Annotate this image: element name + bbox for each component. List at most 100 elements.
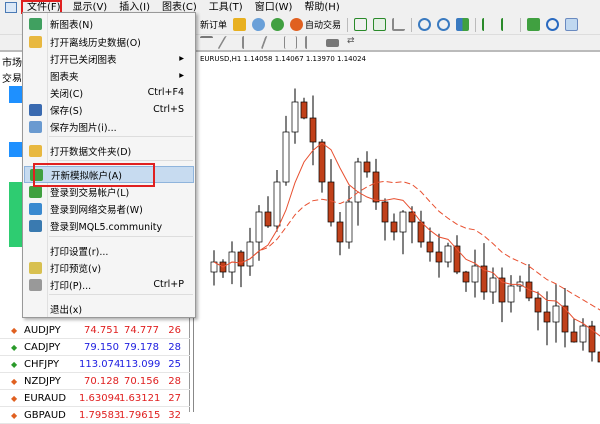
candle-body xyxy=(363,161,371,173)
menu-item-11[interactable]: 登录到MQL5.community xyxy=(24,217,194,234)
line-chart-icon[interactable] xyxy=(392,18,406,31)
bid: 113.074 xyxy=(79,358,121,370)
fibo-icon[interactable] xyxy=(200,36,213,49)
arrows-icon[interactable]: ⇄ xyxy=(347,36,355,46)
menu-item-label: 关闭(C) xyxy=(50,88,84,100)
menu-item-label: 退出(x) xyxy=(50,304,83,316)
candle-body xyxy=(543,311,551,323)
new-order-button[interactable]: 新订单 xyxy=(200,21,228,31)
channel-icon[interactable] xyxy=(217,36,238,49)
indicators-icon[interactable] xyxy=(527,18,541,31)
candle-body xyxy=(408,211,416,223)
menu-item-label: 开新模拟帐户(A) xyxy=(51,170,122,182)
periods-icon[interactable] xyxy=(546,18,560,31)
account-icon[interactable] xyxy=(252,18,266,31)
menu-item-4[interactable]: 关闭(C) Ctrl+F4 xyxy=(24,84,194,101)
menu-item-9[interactable]: 登录到交易帐户(L) xyxy=(24,183,194,200)
menu-separator xyxy=(49,236,193,237)
auto-trading-button[interactable]: 自动交易 xyxy=(290,18,341,31)
templates-icon[interactable] xyxy=(565,18,579,31)
candlestick-icon[interactable] xyxy=(373,18,387,31)
candle-body xyxy=(561,305,569,333)
candle-body xyxy=(390,221,398,233)
menu-separator xyxy=(49,294,193,295)
candle-body xyxy=(588,325,596,353)
candle-body xyxy=(309,117,317,143)
ask: 74.777 xyxy=(124,324,159,336)
menu-item-label: 登录到交易帐户(L) xyxy=(50,187,130,199)
bid: 1.63094 xyxy=(79,392,121,404)
mql5-icon xyxy=(29,219,42,232)
moving-average-slow xyxy=(213,180,600,311)
candle-body xyxy=(237,251,245,267)
label-icon[interactable] xyxy=(326,38,339,47)
spread: 26 xyxy=(168,324,181,336)
quote-row[interactable]: ◆ GBPAUD 1.79583 1.79615 32 xyxy=(0,407,190,424)
menu-item-label: 登录到MQL5.community xyxy=(50,221,163,233)
candle-body xyxy=(300,101,308,119)
chart-window[interactable]: EURUSD,H1 1.14058 1.14067 1.13970 1.1402… xyxy=(193,52,600,412)
quote-row[interactable]: ◆ CHFJPY 113.074 113.099 25 xyxy=(0,356,190,373)
quote-row[interactable]: ◆ AUDJPY 74.751 74.777 26 xyxy=(0,322,190,339)
menu-item-5[interactable]: 保存(S) Ctrl+S xyxy=(24,101,194,118)
menu-help[interactable]: 帮助(H) xyxy=(304,2,340,13)
candle-body xyxy=(453,245,461,273)
zoom-in-icon[interactable] xyxy=(418,18,432,31)
candle-body xyxy=(318,141,326,183)
quote-row[interactable]: ◆ NZDJPY 70.128 70.156 28 xyxy=(0,373,190,390)
menu-item-0[interactable]: 新图表(N) xyxy=(24,15,194,32)
menu-charts[interactable]: 图表(C) xyxy=(161,2,197,13)
candle-body xyxy=(444,245,452,263)
menu-file[interactable]: 文件(F) xyxy=(27,2,61,13)
menu-item-shortcut: Ctrl+P xyxy=(153,279,184,290)
zoom-out-icon[interactable] xyxy=(437,18,451,31)
menu-item-6[interactable]: 保存为图片(i)... xyxy=(24,118,194,135)
candle-body xyxy=(372,171,380,203)
cycle-lines-icon[interactable] xyxy=(284,36,297,49)
ask: 70.156 xyxy=(124,375,159,387)
blank-icon xyxy=(29,245,42,257)
candle-body xyxy=(507,285,515,303)
menu-item-shortcut: Ctrl+S xyxy=(153,104,184,115)
menu-item-label: 打开离线历史数据(O) xyxy=(50,37,141,49)
menu-item-13[interactable]: 打印预览(v) xyxy=(24,259,194,276)
web-trader-icon xyxy=(29,202,42,215)
menu-item-3[interactable]: 图表夹 ▸ xyxy=(24,67,194,84)
autoscroll-icon[interactable] xyxy=(501,18,514,31)
menu-item-14[interactable]: 打印(P)... Ctrl+P xyxy=(24,276,194,293)
gann-icon[interactable] xyxy=(242,36,255,49)
menu-item-10[interactable]: 登录到网络交易者(W) xyxy=(24,200,194,217)
menu-view[interactable]: 显示(V) xyxy=(72,2,108,13)
menu-item-1[interactable]: 打开离线历史数据(O) xyxy=(24,33,194,50)
gold-icon[interactable] xyxy=(233,18,247,31)
menu-item-label: 登录到网络交易者(W) xyxy=(50,204,143,216)
pitchfork-icon[interactable] xyxy=(260,36,279,49)
spread: 32 xyxy=(168,409,181,421)
candle-body xyxy=(255,211,263,243)
menu-item-12[interactable]: 打印设置(r)... xyxy=(24,242,194,259)
symbol: CADJPY xyxy=(24,341,61,353)
menu-window[interactable]: 窗口(W) xyxy=(254,2,293,13)
menu-insert[interactable]: 插入(I) xyxy=(119,2,150,13)
file-menu-dropdown: 新图表(N) 打开离线历史数据(O) 打开已关闭图表 ▸ 图表夹 ▸ 关闭(C) Ctrl+F… xyxy=(22,12,196,318)
menu-item-2[interactable]: 打开已关闭图表 ▸ xyxy=(24,50,194,67)
menu-tools[interactable]: 工具(T) xyxy=(208,2,243,13)
symbol: NZDJPY xyxy=(24,375,61,387)
tile-windows-icon[interactable] xyxy=(456,18,470,31)
ask: 79.178 xyxy=(124,341,159,353)
menu-item-15[interactable]: 退出(x) xyxy=(24,300,194,317)
candle-body xyxy=(282,131,290,183)
menu-item-label: 打印设置(r)... xyxy=(50,246,109,258)
candle-body xyxy=(264,211,272,227)
menu-item-7[interactable]: 打开数据文件夹(D) xyxy=(24,142,194,159)
quote-row[interactable]: ◆ EURAUD 1.63094 1.63121 27 xyxy=(0,390,190,407)
app-icon xyxy=(5,2,17,13)
panel-tab[interactable]: 交易 xyxy=(2,74,22,85)
quote-row[interactable]: ◆ CADJPY 79.150 79.178 28 xyxy=(0,339,190,356)
blank-icon xyxy=(29,53,42,65)
candlestick-chart xyxy=(210,88,600,363)
text-icon[interactable] xyxy=(305,36,318,49)
bar-chart-icon[interactable] xyxy=(354,18,368,31)
network-icon[interactable] xyxy=(271,18,285,31)
chart-shift-icon[interactable] xyxy=(482,18,495,31)
